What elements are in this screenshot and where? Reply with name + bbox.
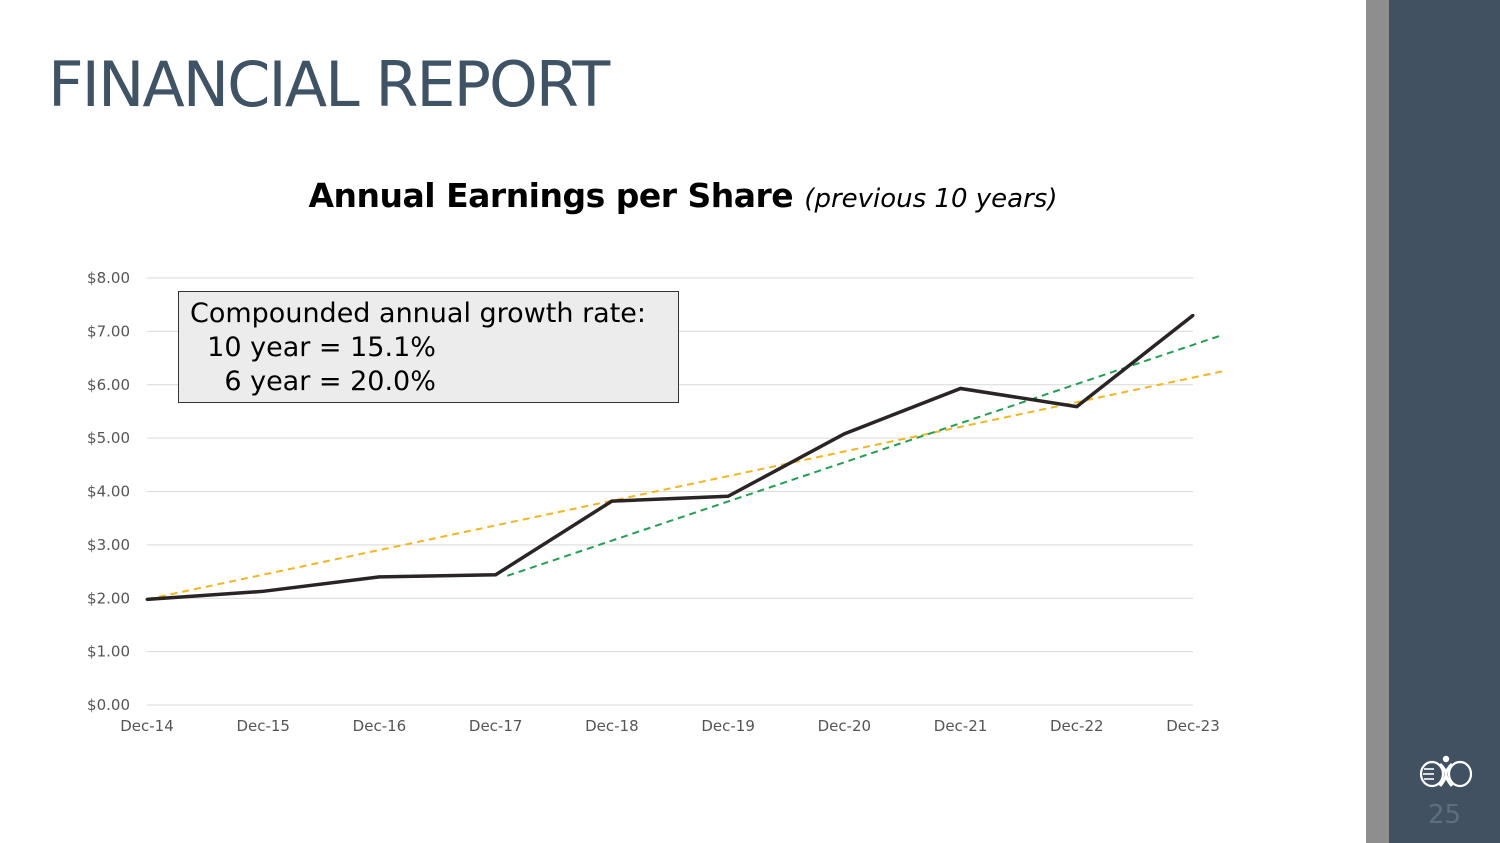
x-tick-label: Dec-18 xyxy=(585,717,639,735)
x-tick-label: Dec-21 xyxy=(934,717,988,735)
y-tick-label: $0.00 xyxy=(87,696,130,714)
trendline-6-year xyxy=(506,334,1223,577)
y-tick-label: $6.00 xyxy=(87,376,130,394)
y-tick-label: $5.00 xyxy=(87,429,130,447)
eps-data-point xyxy=(842,432,846,436)
x-tick-label: Dec-22 xyxy=(1050,717,1104,735)
y-tick-label: $1.00 xyxy=(87,643,130,661)
y-tick-label: $2.00 xyxy=(87,589,130,607)
y-tick-label: $7.00 xyxy=(87,322,130,340)
eps-series-line xyxy=(146,313,1195,602)
chart-title: Annual Earnings per Share xyxy=(308,176,794,215)
x-tick-label: Dec-16 xyxy=(353,717,407,735)
eps-data-point xyxy=(145,597,149,601)
slide-title: FINANCIAL REPORT xyxy=(48,48,610,121)
side-panel xyxy=(1389,0,1500,843)
y-tick-label: $4.00 xyxy=(87,483,130,501)
eps-data-point xyxy=(494,573,498,577)
eps-data-point xyxy=(1075,405,1079,409)
x-tick-label: Dec-17 xyxy=(469,717,523,735)
x-tick-label: Dec-15 xyxy=(236,717,290,735)
y-tick-label: $3.00 xyxy=(87,536,130,554)
cagr-note-box: Compounded annual growth rate: 10 year =… xyxy=(178,291,679,403)
chart-heading: Annual Earnings per Share (previous 10 y… xyxy=(0,176,1366,215)
x-tick-label: Dec-23 xyxy=(1166,717,1220,735)
eps-data-point xyxy=(726,494,730,498)
trendline-10-year xyxy=(146,370,1223,601)
chart-subtitle: (previous 10 years) xyxy=(804,184,1058,214)
x-tick-label: Dec-14 xyxy=(120,717,174,735)
side-stripe xyxy=(1366,0,1389,843)
x-tick-label: Dec-19 xyxy=(701,717,755,735)
y-tick-label: $8.00 xyxy=(87,269,130,287)
eps-data-point xyxy=(377,575,381,579)
page-number: 25 xyxy=(1427,800,1462,830)
eps-data-point xyxy=(1191,313,1195,317)
eps-data-point xyxy=(610,499,614,503)
cagr-note-heading: Compounded annual growth rate: xyxy=(190,298,647,329)
eps-data-point xyxy=(959,386,963,390)
cagr-note-6-year: 6 year = 20.0% xyxy=(190,366,436,397)
ribbon-logo-icon xyxy=(1419,755,1473,788)
eps-data-point xyxy=(261,589,265,593)
cagr-note-10-year: 10 year = 15.1% xyxy=(190,332,436,363)
eps-line-chart: $0.00 $1.00 $2.00 $3.00 $4.00 $5.00 $6.00 $7.00… xyxy=(87,269,1223,735)
x-tick-label: Dec-20 xyxy=(818,717,872,735)
